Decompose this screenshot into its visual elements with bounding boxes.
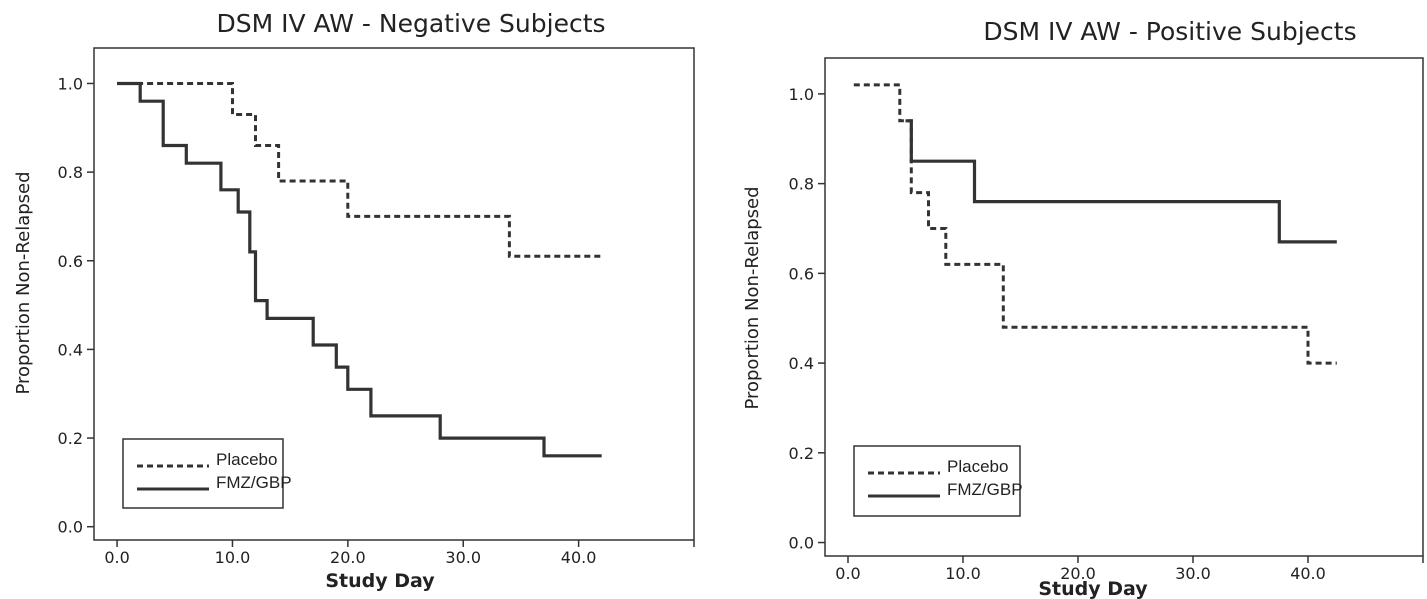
plot-frame	[93, 47, 695, 541]
x-tick-label: 20.0	[330, 548, 366, 567]
y-tick-label: 0.2	[789, 444, 814, 463]
x-tick-label: 40.0	[561, 548, 597, 567]
x-tick-label: 0.0	[104, 548, 129, 567]
y-tick-label: 0.4	[58, 340, 83, 359]
series-line-placebo	[117, 82, 602, 258]
tick-marks	[87, 82, 695, 547]
tick-labels: 0.0 10.0 20.0 30.0 40.0 0.0 0.2 0.4 0.6 0.8 1.0	[58, 74, 597, 567]
chart-svg-negative: DSM IV AW - Negative Subjects Proportion…	[13, 9, 695, 592]
x-tick-label: 30.0	[445, 548, 481, 567]
y-axis-label: Proportion Non-Relapsed	[13, 171, 34, 394]
x-tick-label: 10.0	[215, 548, 251, 567]
y-tick-label: 0.6	[58, 252, 83, 271]
chart-panel-negative: DSM IV AW - Negative Subjects Proportion…	[0, 0, 700, 599]
legend-box	[122, 438, 284, 509]
legend-label: FMZ/GBP	[947, 480, 1023, 499]
y-tick-label: 0.8	[58, 163, 83, 182]
series-lines	[117, 81, 602, 458]
x-tick-label: 0.0	[835, 564, 860, 583]
x-tick-label: 30.0	[1175, 564, 1211, 583]
legend: Placebo FMZ/GBP	[122, 438, 292, 509]
x-axis-label: Study Day	[325, 570, 435, 592]
y-tick-label: 0.8	[789, 175, 814, 194]
x-axis-label: Study Day	[1038, 578, 1148, 599]
tick-marks	[818, 93, 1424, 563]
legend-label: Placebo	[216, 450, 277, 469]
x-tick-label: 10.0	[945, 564, 981, 583]
series-line-fmz-gbp	[117, 81, 602, 458]
y-tick-label: 1.0	[789, 85, 814, 104]
y-tick-label: 1.0	[58, 74, 83, 93]
y-tick-label: 0.0	[58, 518, 83, 537]
chart-title: DSM IV AW - Positive Subjects	[983, 17, 1356, 46]
legend-label: Placebo	[947, 457, 1008, 476]
y-tick-label: 0.0	[789, 534, 814, 553]
series-lines	[853, 83, 1337, 365]
legend: Placebo FMZ/GBP	[853, 445, 1023, 517]
series-line-placebo	[853, 83, 1337, 365]
tick-labels: 0.0 10.0 20.0 30.0 40.0 0.0 0.2 0.4 0.6 0.8 1.0	[789, 85, 1326, 583]
x-tick-label: 40.0	[1290, 564, 1326, 583]
y-axis-label: Proportion Non-Relapsed	[742, 186, 763, 409]
chart-panel-positive: DSM IV AW - Positive Subjects Proportion…	[713, 0, 1427, 599]
legend-label: FMZ/GBP	[216, 473, 292, 492]
y-tick-label: 0.4	[789, 354, 814, 373]
y-tick-label: 0.2	[58, 429, 83, 448]
series-line-fmz-gbp	[905, 119, 1337, 244]
y-tick-label: 0.6	[789, 264, 814, 283]
x-tick-label: 20.0	[1060, 564, 1096, 583]
plot-frame	[824, 57, 1424, 557]
chart-title: DSM IV AW - Negative Subjects	[216, 9, 605, 38]
legend-box	[853, 445, 1021, 517]
chart-svg-positive: DSM IV AW - Positive Subjects Proportion…	[742, 17, 1424, 599]
